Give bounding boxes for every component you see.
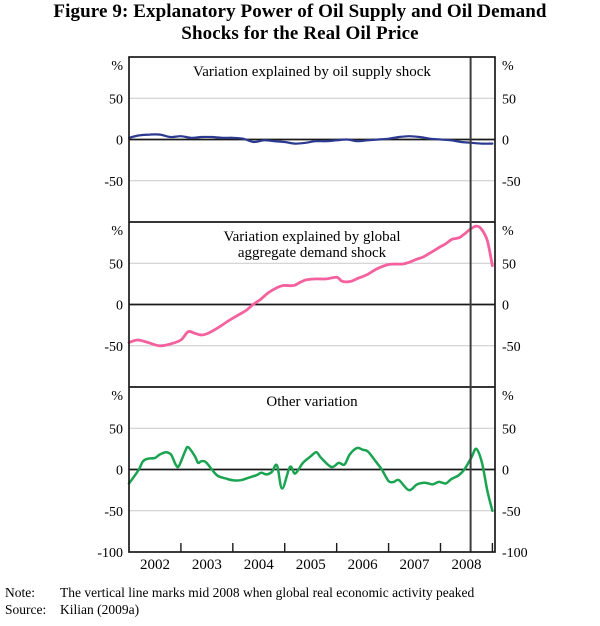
y-axis-label-right: 50 [502, 422, 516, 437]
y-axis-label-right: -50 [502, 175, 521, 190]
y-axis-label-left: -50 [104, 340, 123, 355]
y-axis-label-left: 50 [109, 257, 123, 272]
panel-title: Other variation [266, 394, 358, 410]
x-axis-year-label: 2005 [296, 557, 326, 573]
chart-canvas: 50 50 0 0 -50 -50% % Variation explained by oil… [97, 56, 528, 573]
y-axis-label-left: 50 [109, 422, 123, 437]
other-variation-line [127, 445, 494, 513]
y-axis-label-left: 0 [116, 134, 123, 149]
figure-title: Figure 9: Explanatory Power of Oil Suppl… [0, 1, 600, 44]
y-axis-label-left: -50 [104, 175, 123, 190]
y-axis-label-right: -50 [502, 505, 521, 520]
y-axis-label-right: 50 [502, 92, 516, 107]
y-axis-unit-right: % [502, 224, 514, 239]
figure-footnotes: Note: The vertical line marks mid 2008 w… [5, 584, 597, 618]
source-text: Kilian (2009a) [60, 602, 140, 617]
y-axis-unit-left: % [111, 224, 123, 239]
panel-title: Variation explained by global [223, 229, 400, 245]
y-axis-label-right: 0 [502, 464, 509, 479]
figure-title-line-1: Figure 9: Explanatory Power of Oil Suppl… [53, 1, 547, 22]
y-axis-label-left: 0 [116, 464, 123, 479]
source-label: Source: [5, 602, 47, 617]
y-axis-label-right: -50 [502, 340, 521, 355]
y-axis-label-right: 0 [502, 299, 509, 314]
y-axis-bottom-label-left: -100 [97, 546, 123, 561]
x-axis-year-label: 2006 [348, 557, 379, 573]
source-row: Source: Kilian (2009a) [5, 601, 597, 618]
x-axis-year-label: 2004 [244, 557, 275, 573]
x-axis-year-label: 2003 [192, 557, 222, 573]
y-axis-unit-right: % [502, 389, 514, 404]
global-aggregate-demand-shock-line [127, 224, 494, 348]
x-axis-year-label: 2008 [451, 557, 481, 573]
y-axis-unit-left: % [111, 389, 123, 404]
note-text: The vertical line marks mid 2008 when gl… [60, 585, 475, 600]
y-axis-label-left: -50 [104, 505, 123, 520]
y-axis-bottom-label-right: -100 [502, 546, 528, 561]
x-axis-year-label: 2002 [140, 557, 170, 573]
note-label: Note: [5, 585, 35, 600]
panel-title: aggregate demand shock [238, 245, 387, 261]
y-axis-label-right: 0 [502, 134, 509, 149]
figure-title-line-2: Shocks for the Real Oil Price [181, 22, 419, 44]
panel-title: Variation explained by oil supply shock [193, 64, 431, 80]
chart-frame [128, 56, 496, 553]
y-axis-label-left: 0 [116, 299, 123, 314]
y-axis-label-right: 50 [502, 257, 516, 272]
note-row: Note: The vertical line marks mid 2008 w… [5, 584, 597, 601]
y-axis-unit-left: % [111, 59, 123, 74]
y-axis-unit-right: % [502, 59, 514, 74]
x-axis-year-label: 2007 [400, 557, 431, 573]
y-axis-label-left: 50 [109, 92, 123, 107]
oil-supply-shock-line [127, 133, 494, 145]
